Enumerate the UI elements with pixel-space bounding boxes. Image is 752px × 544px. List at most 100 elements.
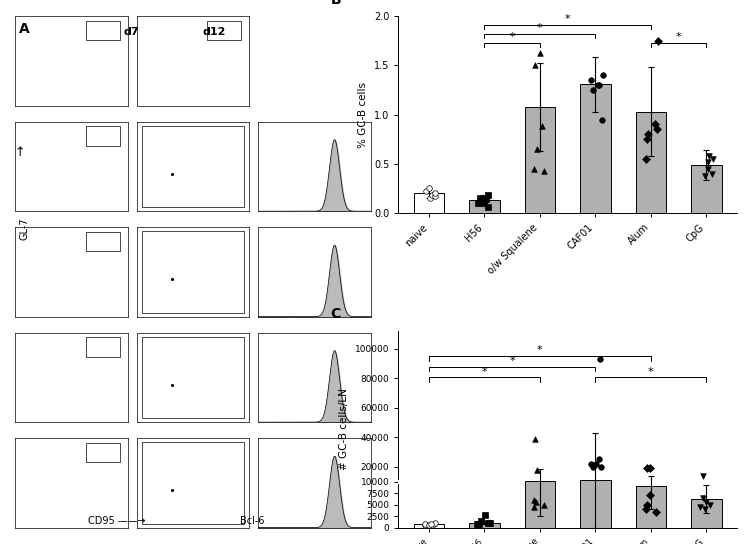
Text: *: * [537, 345, 543, 355]
Point [479, 510, 491, 519]
Point [475, 194, 487, 202]
Point [596, 71, 608, 79]
Point [482, 203, 494, 212]
Point [425, 520, 437, 528]
Point [528, 503, 540, 511]
Point [420, 187, 432, 196]
Point [593, 81, 605, 90]
Bar [691, 165, 722, 213]
Text: B: B [331, 0, 341, 7]
Point [705, 169, 717, 178]
Point [593, 81, 605, 90]
Text: *: * [509, 32, 515, 42]
Text: *: * [648, 367, 653, 376]
Text: GL-7: GL-7 [19, 217, 29, 240]
Point [641, 130, 653, 139]
Text: C: C [331, 307, 341, 322]
Bar [414, 193, 444, 213]
Point [423, 521, 435, 529]
Point [429, 518, 441, 527]
Point [595, 462, 607, 471]
Text: d12: d12 [202, 27, 226, 38]
Point [538, 166, 550, 175]
Point [472, 520, 484, 528]
Point [641, 464, 653, 473]
Point [475, 517, 487, 526]
Point [697, 493, 709, 502]
Point [585, 76, 597, 85]
Bar [635, 486, 666, 528]
Point [651, 125, 663, 134]
Point [419, 521, 431, 530]
Point [649, 120, 661, 129]
Point [596, 115, 608, 124]
Bar [86, 21, 120, 40]
Bar [208, 21, 241, 40]
Point [641, 135, 653, 144]
Point [423, 194, 435, 202]
Point [482, 519, 494, 528]
Point [528, 496, 540, 504]
Point [699, 171, 711, 180]
Bar [86, 126, 120, 146]
Point [705, 500, 717, 509]
Bar [525, 481, 555, 528]
Point [478, 199, 490, 207]
Point [429, 192, 441, 201]
Point [593, 455, 605, 464]
Point [531, 145, 543, 153]
Point [482, 191, 494, 200]
Bar [86, 232, 120, 251]
Text: A: A [19, 22, 29, 36]
Point [590, 460, 602, 468]
Point [694, 503, 706, 511]
Point [593, 355, 605, 363]
Point [640, 505, 652, 514]
Point [429, 520, 441, 529]
Point [426, 191, 438, 200]
Text: CD95 ——→: CD95 ——→ [88, 516, 145, 527]
Point [529, 435, 541, 443]
Point [707, 154, 719, 163]
Bar [580, 480, 611, 528]
Text: Bcl-6: Bcl-6 [240, 516, 264, 527]
Point [699, 498, 711, 506]
Point [530, 498, 542, 506]
Point [423, 184, 435, 193]
Point [703, 152, 715, 160]
Point [641, 500, 653, 509]
Point [702, 164, 714, 173]
Text: *: * [509, 356, 515, 366]
Bar [414, 524, 444, 528]
Point [481, 195, 493, 203]
Point [587, 462, 599, 471]
Bar [635, 112, 666, 213]
Point [472, 199, 484, 207]
Point [644, 464, 656, 473]
Point [474, 520, 486, 528]
Bar [525, 107, 555, 213]
Point [652, 36, 664, 45]
Point [529, 61, 541, 70]
Point [697, 471, 709, 480]
Bar [86, 337, 120, 357]
Point [587, 86, 599, 95]
Y-axis label: % GC-B cells: % GC-B cells [359, 82, 368, 147]
Text: *: * [565, 14, 571, 24]
Text: *: * [676, 32, 681, 42]
Point [702, 158, 714, 166]
Point [419, 519, 431, 528]
Bar [86, 443, 120, 462]
Point [484, 519, 496, 528]
Point [644, 491, 656, 500]
Point [532, 466, 544, 474]
Text: *: * [481, 367, 487, 376]
Y-axis label: # GC-B cells/LN: # GC-B cells/LN [339, 388, 349, 470]
Point [650, 507, 663, 516]
Text: ↑: ↑ [14, 146, 25, 159]
Point [699, 505, 711, 514]
Point [538, 500, 550, 509]
Bar [469, 200, 500, 213]
Point [536, 122, 548, 131]
Point [640, 154, 652, 163]
